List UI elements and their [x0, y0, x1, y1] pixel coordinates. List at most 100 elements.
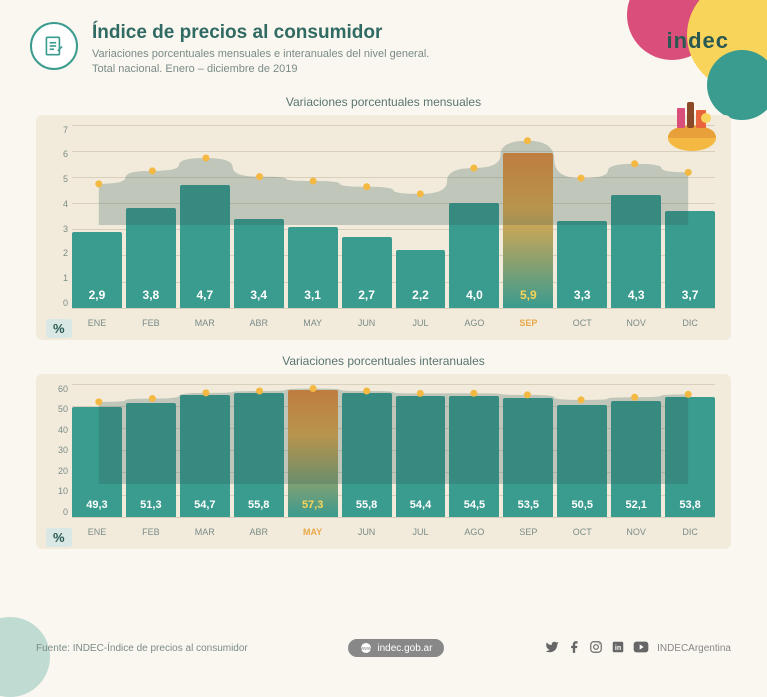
bar-column: 53,8: [665, 384, 715, 517]
x-label: FEB: [126, 310, 176, 340]
bar: 3,8: [126, 208, 176, 307]
linkedin-icon: in: [611, 640, 625, 657]
bar-column: 55,8: [342, 384, 392, 517]
page-subtitle-2: Total nacional. Enero – diciembre de 201…: [92, 62, 429, 77]
bar-column: 2,2: [396, 125, 446, 308]
bar-value-label: 55,8: [234, 499, 284, 511]
percent-symbol-2: %: [46, 528, 72, 547]
bar-value-label: 50,5: [557, 499, 607, 511]
bar: 51,3: [126, 403, 176, 517]
y-tick: 50: [58, 404, 68, 414]
bar: 53,8: [665, 397, 715, 516]
svg-text:www: www: [361, 646, 372, 652]
bar-value-label: 3,8: [126, 288, 176, 302]
bar-column: 4,7: [180, 125, 230, 308]
bar-value-label: 53,5: [503, 499, 553, 511]
bar: 54,7: [180, 395, 230, 516]
bar: 3,4: [234, 219, 284, 308]
x-label: AGO: [449, 310, 499, 340]
x-label: FEB: [126, 519, 176, 549]
bar: 55,8: [342, 393, 392, 517]
annual-y-axis: 6050403020100: [46, 384, 68, 549]
bar-column: 51,3: [126, 384, 176, 517]
x-label: OCT: [557, 519, 607, 549]
annual-chart-title: Variaciones porcentuales interanuales: [36, 354, 731, 368]
monthly-y-axis: 76543210: [46, 125, 68, 340]
monthly-chart-frame: 76543210 2,93,84,73,43,12,72,24,05,93,34…: [36, 115, 731, 340]
annual-chart-frame: 6050403020100 49,351,354,755,857,355,854…: [36, 374, 731, 549]
bar-value-label: 54,5: [449, 499, 499, 511]
x-label: JUL: [396, 519, 446, 549]
indec-logo: indec: [667, 28, 729, 54]
bar-column: 53,5: [503, 384, 553, 517]
bar-value-label: 54,7: [180, 499, 230, 511]
basket-icon: [661, 96, 723, 157]
x-label: MAY: [288, 519, 338, 549]
bar-value-label: 3,4: [234, 288, 284, 302]
bar-column: 3,8: [126, 125, 176, 308]
gridline: [72, 517, 715, 518]
x-label: NOV: [611, 519, 661, 549]
bar-column: 3,1: [288, 125, 338, 308]
bar-column: 55,8: [234, 384, 284, 517]
bar-column: 4,0: [449, 125, 499, 308]
bar-value-label: 5,9: [503, 288, 553, 302]
y-tick: 6: [63, 149, 68, 159]
page-subtitle-1: Variaciones porcentuales mensuales e int…: [92, 47, 429, 62]
corner-decoration-bottom: [0, 617, 50, 697]
y-tick: 3: [63, 224, 68, 234]
bar: 3,1: [288, 227, 338, 308]
x-label: NOV: [611, 310, 661, 340]
y-tick: 60: [58, 384, 68, 394]
y-tick: 10: [58, 486, 68, 496]
bar: 50,5: [557, 405, 607, 517]
monthly-chart-block: Variaciones porcentuales mensuales 76543…: [0, 87, 767, 340]
bar: 3,7: [665, 211, 715, 308]
monthly-bars: 2,9 3,8 4,7 3,4 3,1 2,7 2,24,0 5,9 3,3 4,33,7: [72, 125, 715, 308]
annual-bars: 49,3 51,3 54,7 55,8 57,3 55,8 54,454,5 53,5 50,5…: [72, 384, 715, 517]
bar-column: 3,4: [234, 125, 284, 308]
bar-value-label: 2,7: [342, 288, 392, 302]
x-label: MAR: [180, 519, 230, 549]
notepad-svg: [41, 33, 67, 59]
x-label: JUN: [342, 310, 392, 340]
bar-value-label: 53,8: [665, 499, 715, 511]
y-tick: 40: [58, 425, 68, 435]
bar: 55,8: [234, 393, 284, 517]
x-label: DIC: [665, 310, 715, 340]
bar: 52,1: [611, 401, 661, 516]
bar-column: 5,9: [503, 125, 553, 308]
bar-value-label: 2,9: [72, 288, 122, 302]
x-label: AGO: [449, 519, 499, 549]
y-tick: 4: [63, 199, 68, 209]
page-title: Índice de precios al consumidor: [92, 22, 429, 44]
bar: 2,7: [342, 237, 392, 308]
footer: Fuente: INDEC-Índice de precios al consu…: [36, 639, 731, 657]
youtube-icon: [633, 640, 649, 657]
y-tick: 2: [63, 248, 68, 258]
bar-column: 2,7: [342, 125, 392, 308]
bar-column: 50,5: [557, 384, 607, 517]
bar-column: 4,3: [611, 125, 661, 308]
footer-social-tag: INDECArgentina: [657, 643, 731, 654]
x-label: ABR: [234, 310, 284, 340]
annual-plot: 49,3 51,3 54,7 55,8 57,3 55,8 54,454,5 53,5 50,5…: [72, 384, 715, 549]
footer-social: in INDECArgentina: [545, 640, 731, 657]
x-label: SEP: [503, 519, 553, 549]
bar: 4,3: [611, 195, 661, 307]
www-icon: www: [360, 642, 372, 654]
bar: 57,3: [288, 390, 338, 517]
bar-value-label: 52,1: [611, 499, 661, 511]
bar-value-label: 54,4: [396, 499, 446, 511]
notepad-icon: [30, 22, 78, 70]
bar: 49,3: [72, 407, 122, 516]
annual-x-labels: ENEFEBMARABRMAYJUNJULAGOSEPOCTNOVDIC: [72, 519, 715, 549]
bar-value-label: 3,1: [288, 288, 338, 302]
x-label: JUL: [396, 310, 446, 340]
bar-value-label: 57,3: [288, 499, 338, 511]
bar-value-label: 3,3: [557, 288, 607, 302]
y-tick: 20: [58, 466, 68, 476]
header: Índice de precios al consumidor Variacio…: [0, 0, 767, 87]
bar-value-label: 49,3: [72, 499, 122, 511]
bar: 4,7: [180, 185, 230, 308]
